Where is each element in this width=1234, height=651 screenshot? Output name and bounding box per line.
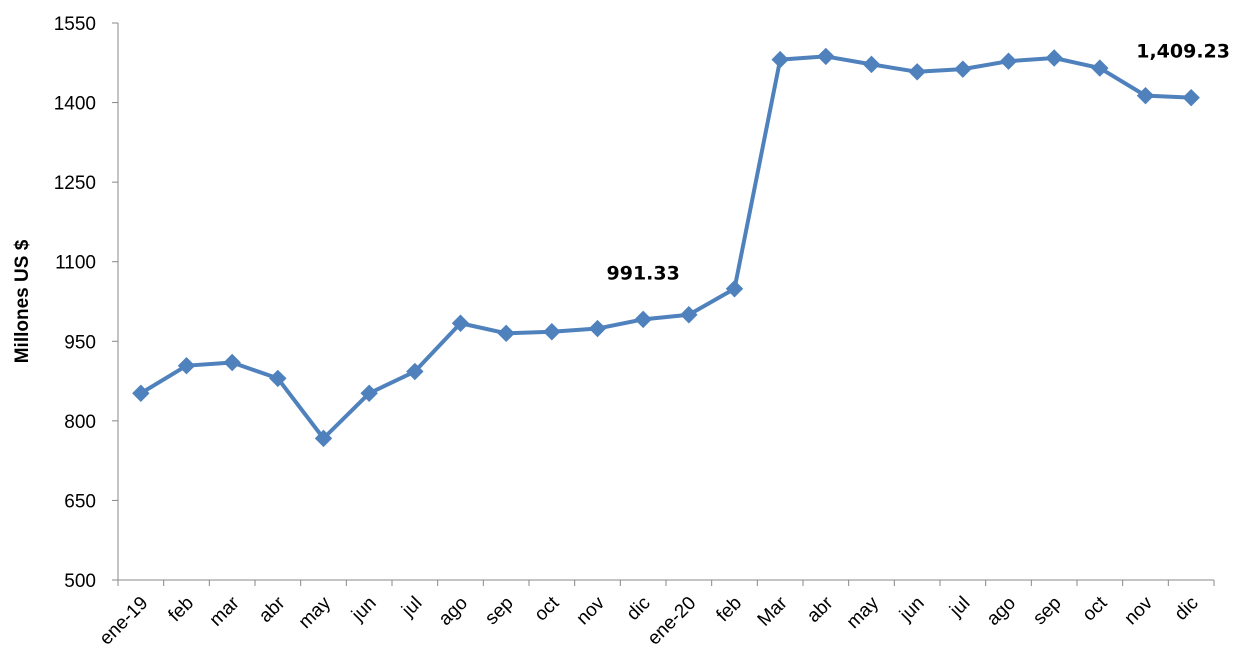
x-tick-label: jun [895,593,928,626]
data-point-marker [1136,86,1155,105]
x-tick-label: dic [623,593,655,625]
data-point-marker [680,306,698,324]
data-point-marker [543,323,561,341]
x-tick-label: sep [481,593,518,630]
x-tick-label: Mar [754,592,792,630]
data-point-marker [1091,59,1109,77]
x-tick-label: feb [165,593,199,627]
x-tick-label: sep [1029,593,1066,630]
x-tick-label: ago [435,593,472,630]
data-point-marker [725,280,744,298]
y-tick-label: 800 [64,412,96,433]
y-tick-label: 650 [64,491,96,512]
data-point-marker [360,384,378,402]
data-point-marker [177,356,196,375]
data-point-marker [451,314,470,332]
y-tick-label: 1250 [54,173,96,194]
data-point-marker [223,353,241,372]
axes [117,23,1214,581]
data-point-marker [908,63,926,81]
x-tick-labels: ene-19 feb mar abr may jun jul ago sep oct nov dice… [96,580,1215,650]
data-point-marker [817,47,835,66]
data-label: 1,409.23 [1136,41,1230,63]
x-tick-label: may [295,592,336,633]
series-line [139,54,1192,441]
y-tick-label: 950 [64,332,96,353]
x-tick-label: jul [945,593,974,622]
x-tick-label: jul [397,593,426,622]
x-tick-label: nov [1121,592,1158,629]
x-tick-label: jun [347,593,380,626]
data-label: 991.33 [607,262,680,284]
data-point-marker [771,50,789,69]
data-point-marker [999,52,1018,70]
y-tick-label: 1400 [54,94,96,115]
x-tick-label: nov [573,592,610,629]
y-tick-label: 500 [64,571,96,592]
y-tick-label: 1100 [55,253,96,274]
data-annotations: 991.33 1,409.23 [607,41,1230,285]
data-point-marker [588,319,607,338]
data-point-marker [862,55,881,74]
x-tick-label: mar [206,592,244,630]
x-tick-label: ago [983,593,1020,630]
x-tick-label: ene-20 [644,593,701,650]
x-tick-label: oct [531,592,564,625]
x-tick-label: may [843,592,884,633]
series-line-path [139,54,1192,441]
y-tick-labels: 500 650 800 950 1100 1250 1400 1550 [54,14,118,592]
x-tick-label: feb [713,593,747,627]
y-tick-label: 1550 [54,14,96,35]
data-point-marker [954,60,972,78]
data-point-marker [406,362,424,381]
data-point-marker [314,429,333,448]
x-tick-label: oct [1079,592,1112,625]
data-point-marker [1045,49,1063,67]
data-point-marker [1182,88,1200,107]
data-point-marker [497,324,515,343]
data-point-marker [634,310,652,329]
y-axis-label: Millones US $ [12,239,33,363]
x-tick-label: abr [255,592,290,627]
x-tick-label: abr [803,592,838,627]
x-tick-label: dic [1171,593,1203,625]
data-point-marker [269,369,287,388]
data-point-marker [132,384,150,402]
x-tick-label: ene-19 [96,593,153,650]
series-markers [132,47,1200,448]
